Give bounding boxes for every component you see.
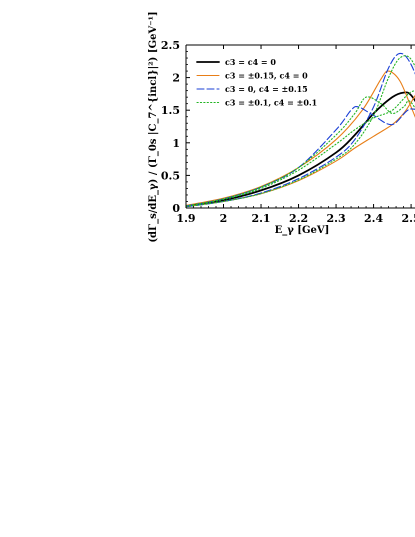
x-tick-label-3: 2.2 [289, 212, 308, 225]
x-tick-label-1: 2 [220, 212, 228, 225]
x-tick-label-5: 2.4 [364, 212, 383, 225]
y-tick-label-5: 2.5 [161, 39, 180, 52]
x-tick-label-4: 2.3 [326, 212, 345, 225]
legend: c3 = c4 = 0 c3 = ±0.15, c4 = 0 c3 = 0, c4 … [196, 57, 317, 108]
curves-group [186, 52, 415, 208]
series-2-curve-0 [186, 105, 415, 207]
y-tick-label-3: 1.5 [161, 104, 180, 117]
y-axis-title: (dΓ_s/dE_γ) / (Γ_0s |C_7^{incl}|²) [GeV⁻… [148, 11, 159, 242]
series-2-curve-1 [186, 52, 415, 208]
series-3-curve-2 [186, 90, 415, 207]
x-tick-label-6: 2.5 [402, 212, 415, 225]
series-3-curve-0 [186, 96, 415, 207]
series-0-curve-0 [186, 91, 415, 207]
legend-label-2: c3 = 0, c4 = ±0.15 [225, 84, 308, 94]
y-tick-label-1: 0.5 [161, 169, 180, 182]
x-tick-label-0: 1.9 [176, 212, 195, 225]
series-1-curve-0 [186, 70, 415, 206]
y-tick-label-4: 2 [172, 72, 180, 85]
legend-label-1: c3 = ±0.15, c4 = 0 [225, 71, 308, 81]
x-axis-title: E_γ [GeV] [275, 225, 330, 236]
series-3-curve-1 [186, 55, 415, 208]
y-tick-label-0: 0 [172, 202, 180, 215]
ticks-group: 00.511.522.51.922.12.22.32.42.52 [161, 39, 415, 225]
legend-label-0: c3 = c4 = 0 [225, 57, 276, 67]
x-tick-label-2: 2.1 [251, 212, 270, 225]
y-tick-label-2: 1 [172, 137, 180, 150]
legend-label-3: c3 = ±0.1, c4 = ±0.1 [225, 98, 317, 108]
